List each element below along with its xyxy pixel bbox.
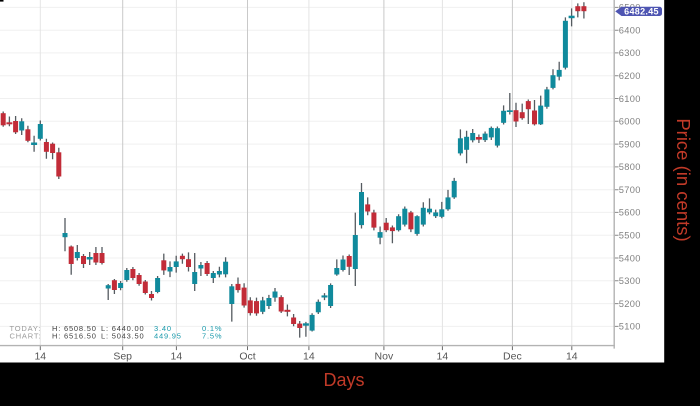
svg-text:6100: 6100 bbox=[619, 94, 641, 104]
svg-text:Oct: Oct bbox=[239, 351, 255, 363]
svg-text:Sep: Sep bbox=[113, 351, 132, 363]
svg-text:14: 14 bbox=[566, 351, 578, 363]
svg-text:5600: 5600 bbox=[619, 208, 641, 218]
svg-text:7.5%: 7.5% bbox=[202, 331, 222, 340]
svg-text:6000: 6000 bbox=[619, 117, 641, 127]
svg-text:5200: 5200 bbox=[619, 299, 641, 309]
svg-text:449.95: 449.95 bbox=[154, 331, 182, 340]
svg-text:L: 5043.50: L: 5043.50 bbox=[101, 331, 144, 340]
svg-text:6400: 6400 bbox=[619, 26, 641, 36]
svg-text:3.40: 3.40 bbox=[154, 324, 172, 333]
svg-text:5100: 5100 bbox=[619, 322, 641, 332]
svg-text:5400: 5400 bbox=[619, 253, 641, 263]
svg-text:L: 6440.00: L: 6440.00 bbox=[101, 324, 144, 333]
svg-text:H: 6516.50: H: 6516.50 bbox=[52, 331, 97, 340]
svg-text:TODAY:: TODAY: bbox=[10, 324, 42, 333]
svg-text:14: 14 bbox=[171, 351, 183, 363]
svg-text:14: 14 bbox=[34, 351, 46, 363]
svg-text:6300: 6300 bbox=[619, 48, 641, 58]
svg-text:5700: 5700 bbox=[619, 185, 641, 195]
svg-text:5900: 5900 bbox=[619, 139, 641, 149]
svg-text:Nov: Nov bbox=[375, 351, 394, 363]
svg-text:5500: 5500 bbox=[619, 231, 641, 241]
svg-text:14: 14 bbox=[437, 351, 449, 363]
svg-text:6200: 6200 bbox=[619, 71, 641, 81]
svg-text:5800: 5800 bbox=[619, 162, 641, 172]
svg-text:Days: Days bbox=[323, 370, 364, 390]
svg-text:5300: 5300 bbox=[619, 276, 641, 286]
svg-text:H: 6508.50: H: 6508.50 bbox=[52, 324, 97, 333]
svg-text:6482.45: 6482.45 bbox=[624, 7, 659, 17]
svg-text:0.1%: 0.1% bbox=[202, 324, 222, 333]
svg-text:Price (in cents): Price (in cents) bbox=[673, 118, 694, 241]
svg-text:14: 14 bbox=[303, 351, 315, 363]
svg-text:Dec: Dec bbox=[503, 351, 522, 363]
svg-text:CHART:: CHART: bbox=[10, 331, 42, 340]
